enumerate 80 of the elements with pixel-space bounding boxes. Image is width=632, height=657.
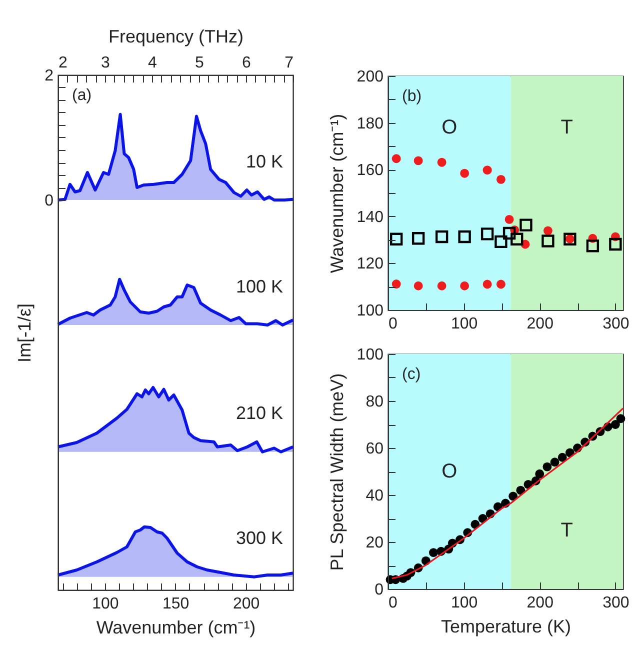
point [392, 154, 401, 164]
x-axis-title: Wavenumber (cm⁻¹) [96, 618, 256, 638]
annotation: (a) [72, 87, 92, 104]
x-tick-label: 0 [388, 594, 398, 612]
point [414, 281, 423, 290]
band-label: O [442, 116, 458, 138]
point [480, 228, 494, 240]
point [586, 240, 600, 252]
x-tick-label: 200 [526, 316, 554, 332]
x-tick-label: 100 [92, 596, 119, 612]
x-tick-label: 150 [162, 596, 190, 612]
series-label: 100 K [236, 276, 283, 296]
point [458, 230, 471, 244]
point [482, 166, 492, 175]
point [550, 458, 560, 467]
point [496, 280, 506, 289]
point [504, 214, 514, 224]
point [542, 462, 552, 472]
y-tick-label: 100 [356, 302, 384, 320]
point [429, 548, 438, 558]
y-tick-label: 160 [356, 162, 384, 180]
y-tick-label: 80 [366, 394, 384, 410]
point [616, 414, 626, 424]
series-label: 210 K [236, 403, 283, 424]
point [558, 452, 567, 462]
y-tick-label: 140 [356, 208, 384, 226]
point [610, 420, 620, 429]
y-tick-label: 20 [366, 534, 384, 552]
series-label: 300 K [236, 528, 283, 548]
y-tick-label: 100 [356, 346, 384, 364]
y-tick-label: 120 [356, 256, 384, 273]
x2-tick-label: 7 [284, 54, 294, 72]
x2-tick-label: 5 [195, 54, 204, 72]
point [494, 235, 508, 248]
y-axis-title: Wavenumber (cm⁻¹) [326, 114, 347, 274]
point [482, 280, 492, 289]
x-tick-label: 200 [526, 594, 554, 612]
point [496, 174, 506, 184]
point [543, 226, 552, 236]
x2-axis-title: Frequency (THz) [108, 26, 244, 46]
point [412, 232, 425, 245]
point [510, 232, 524, 246]
point [390, 232, 403, 246]
point [535, 469, 544, 478]
point [460, 281, 470, 290]
y-tick-label: 0 [374, 582, 384, 598]
point [502, 226, 516, 240]
x2-tick-label: 2 [58, 54, 68, 72]
point [435, 230, 448, 244]
y-axis-title: Im[-1/ε] [14, 303, 35, 363]
annotation: (c) [402, 366, 421, 383]
x2-tick-label: 6 [242, 54, 252, 72]
y-tick-label: 40 [366, 488, 384, 504]
x-tick-label: 100 [450, 316, 478, 332]
band-label: T [560, 116, 574, 138]
x-tick-label: 300 [602, 594, 630, 612]
point [460, 168, 470, 178]
point [609, 238, 622, 251]
point [520, 218, 532, 232]
y-tick-label: 200 [356, 68, 384, 86]
band-label: T [560, 519, 574, 542]
x-axis-title: Temperature (K) [440, 616, 572, 636]
x2-tick-label: 4 [148, 54, 158, 72]
point [508, 492, 518, 501]
x-tick-label: 200 [232, 596, 260, 612]
y-tick-label: 180 [356, 115, 384, 132]
x-tick-label: 100 [450, 594, 478, 612]
x2-tick-label: 3 [101, 54, 110, 72]
x-tick-label: 300 [602, 316, 630, 332]
y-axis-title: PL Spectral Width (meV) [326, 373, 347, 571]
annotation: (b) [402, 88, 422, 105]
point [392, 280, 401, 288]
point [542, 234, 554, 248]
point [414, 156, 423, 166]
x-tick-label: 0 [388, 316, 398, 332]
band-label: O [442, 460, 458, 482]
series-label: 10 K [246, 151, 283, 172]
point [437, 158, 446, 167]
point [437, 281, 446, 290]
y-tick-label: 60 [366, 440, 384, 458]
